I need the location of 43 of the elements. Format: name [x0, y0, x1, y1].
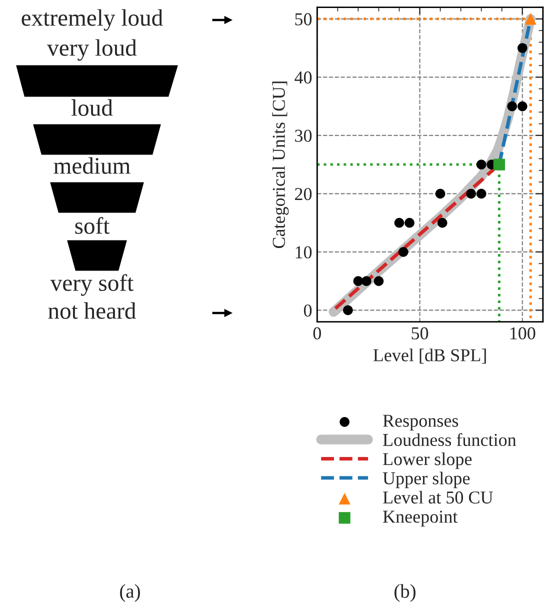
- point: [524, 13, 536, 25]
- legend-label: Upper slope: [382, 472, 470, 488]
- text: (b): [394, 584, 416, 602]
- point: [507, 101, 518, 112]
- y-tick-label: 40: [294, 71, 312, 84]
- text: soft: [75, 217, 110, 234]
- legend-label: Loudness function: [383, 433, 516, 446]
- point: [466, 188, 476, 199]
- point: [353, 276, 364, 286]
- point: [374, 276, 384, 286]
- x-axis-title: Level [dB SPL]: [373, 348, 486, 364]
- y-tick-label: 0: [304, 304, 312, 317]
- text: very loud: [47, 39, 137, 61]
- text: loud: [71, 99, 113, 116]
- point: [435, 188, 446, 199]
- legend-label: Level at 50 CU: [383, 490, 493, 504]
- text: not heard: [48, 302, 136, 319]
- legend-label: Kneepoint: [383, 510, 458, 526]
- point: [517, 43, 528, 53]
- point: [476, 188, 486, 199]
- x-tick-label: 50: [412, 327, 428, 340]
- point: [343, 305, 353, 316]
- point: [517, 101, 528, 112]
- legend-label: Responses: [383, 414, 458, 431]
- y-tick-label: 20: [295, 188, 312, 200]
- text: very soft: [50, 274, 134, 296]
- x-tick-label: 100: [510, 327, 536, 340]
- point: [437, 218, 448, 228]
- y-tick-label: 50: [295, 13, 312, 26]
- y-axis-title: Categorical Units [CU]: [272, 82, 289, 248]
- x-tick-label: 0: [313, 327, 321, 340]
- text: extremely loud: [22, 9, 163, 31]
- point: [493, 158, 506, 170]
- point: [398, 247, 408, 257]
- y-tick-label: 30: [295, 130, 312, 142]
- point: [394, 218, 404, 228]
- point: [476, 160, 486, 170]
- legend-label: Lower slope: [383, 452, 472, 469]
- point: [362, 276, 372, 286]
- y-tick-label: 10: [296, 246, 312, 258]
- text: medium: [54, 157, 130, 174]
- point: [404, 218, 414, 228]
- text: (a): [120, 584, 140, 602]
